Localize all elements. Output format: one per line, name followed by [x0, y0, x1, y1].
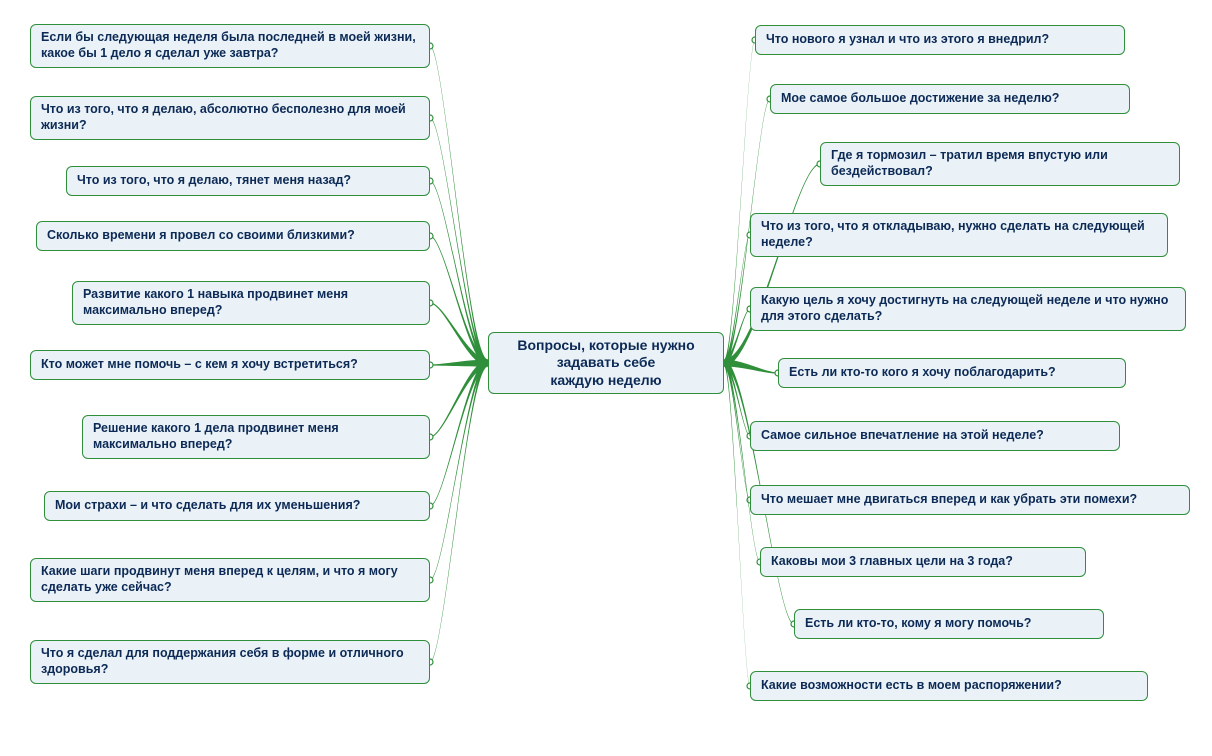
right-node-0-label: Что нового я узнал и что из этого я внед…	[766, 32, 1114, 48]
right-node-0: Что нового я узнал и что из этого я внед…	[755, 25, 1125, 55]
left-node-5: Кто может мне помочь – с кем я хочу встр…	[30, 350, 430, 380]
right-node-8-label: Каковы мои 3 главных цели на 3 года?	[771, 554, 1075, 570]
left-node-0: Если бы следующая неделя была последней …	[30, 24, 430, 68]
right-node-4-label: Какую цель я хочу достигнуть на следующе…	[761, 293, 1175, 324]
right-node-6: Самое сильное впечатление на этой неделе…	[750, 421, 1120, 451]
left-node-6: Решение какого 1 дела продвинет меня мак…	[82, 415, 430, 459]
right-node-10: Какие возможности есть в моем распоряжен…	[750, 671, 1148, 701]
right-node-2: Где я тормозил – тратил время впустую ил…	[820, 142, 1180, 186]
left-node-9-label: Что я сделал для поддержания себя в форм…	[41, 646, 419, 677]
center-node-label: Вопросы, которые нужнозадавать себекажду…	[499, 337, 713, 390]
right-node-6-label: Самое сильное впечатление на этой неделе…	[761, 428, 1109, 444]
right-node-1-label: Мое самое большое достижение за неделю?	[781, 91, 1119, 107]
center-node: Вопросы, которые нужнозадавать себекажду…	[488, 332, 724, 394]
right-node-4: Какую цель я хочу достигнуть на следующе…	[750, 287, 1186, 331]
left-node-2: Что из того, что я делаю, тянет меня наз…	[66, 166, 430, 196]
right-node-3: Что из того, что я откладываю, нужно сде…	[750, 213, 1168, 257]
right-node-10-label: Какие возможности есть в моем распоряжен…	[761, 678, 1137, 694]
right-node-7-label: Что мешает мне двигаться вперед и как уб…	[761, 492, 1179, 508]
right-node-5-label: Есть ли кто-то кого я хочу поблагодарить…	[789, 365, 1115, 381]
left-node-9: Что я сделал для поддержания себя в форм…	[30, 640, 430, 684]
left-node-8: Какие шаги продвинут меня вперед к целям…	[30, 558, 430, 602]
right-node-9-label: Есть ли кто-то, кому я могу помочь?	[805, 616, 1093, 632]
left-node-3-label: Сколько времени я провел со своими близк…	[47, 228, 419, 244]
left-node-6-label: Решение какого 1 дела продвинет меня мак…	[93, 421, 419, 452]
left-node-0-label: Если бы следующая неделя была последней …	[41, 30, 419, 61]
left-node-4-label: Развитие какого 1 навыка продвинет меня …	[83, 287, 419, 318]
left-node-1-label: Что из того, что я делаю, абсолютно бесп…	[41, 102, 419, 133]
left-node-7-label: Мои страхи – и что сделать для их уменьш…	[55, 498, 419, 514]
right-node-9: Есть ли кто-то, кому я могу помочь?	[794, 609, 1104, 639]
left-node-1: Что из того, что я делаю, абсолютно бесп…	[30, 96, 430, 140]
left-node-7: Мои страхи – и что сделать для их уменьш…	[44, 491, 430, 521]
right-node-2-label: Где я тормозил – тратил время впустую ил…	[831, 148, 1169, 179]
left-node-8-label: Какие шаги продвинут меня вперед к целям…	[41, 564, 419, 595]
right-node-7: Что мешает мне двигаться вперед и как уб…	[750, 485, 1190, 515]
right-node-5: Есть ли кто-то кого я хочу поблагодарить…	[778, 358, 1126, 388]
right-node-3-label: Что из того, что я откладываю, нужно сде…	[761, 219, 1157, 250]
left-node-3: Сколько времени я провел со своими близк…	[36, 221, 430, 251]
left-node-2-label: Что из того, что я делаю, тянет меня наз…	[77, 173, 419, 189]
right-node-8: Каковы мои 3 главных цели на 3 года?	[760, 547, 1086, 577]
left-node-5-label: Кто может мне помочь – с кем я хочу встр…	[41, 357, 419, 373]
right-node-1: Мое самое большое достижение за неделю?	[770, 84, 1130, 114]
left-node-4: Развитие какого 1 навыка продвинет меня …	[72, 281, 430, 325]
